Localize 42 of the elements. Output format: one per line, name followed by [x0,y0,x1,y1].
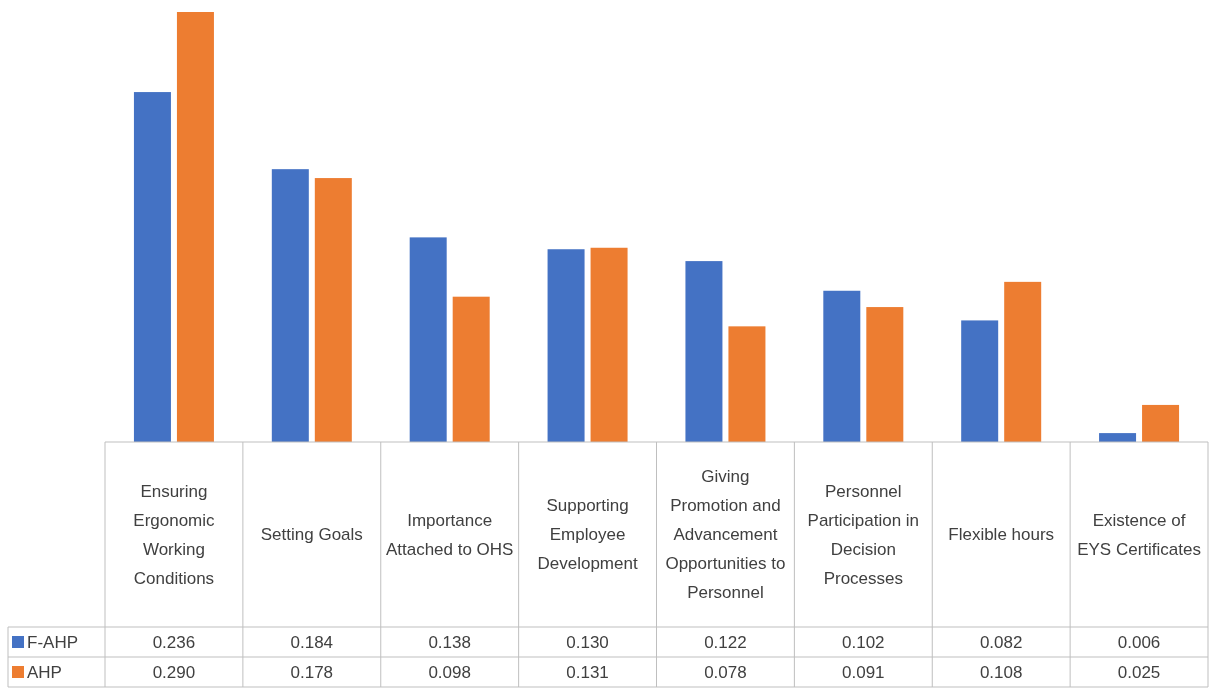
bar [1099,433,1137,442]
x-tick-label: Flexible hours [948,525,1055,545]
bar [133,92,171,442]
x-tick-label: Personnel Participation in Decision Processes [807,481,920,588]
data-label: 0.131 [566,662,609,682]
data-label: 0.082 [979,632,1023,652]
legend-label: F-AHP [27,632,78,652]
x-tick-label: Importance Attached to OHS [385,510,514,559]
data-label: 0.025 [1117,662,1161,682]
bar [590,247,628,442]
bar [1142,404,1180,442]
bar [271,169,309,442]
bar [866,307,904,442]
data-label: 0.006 [1117,632,1161,652]
data-label: 0.108 [979,662,1023,682]
data-label: 0.138 [428,632,471,652]
data-label: 0.098 [428,662,471,682]
data-label: 0.091 [842,662,885,682]
x-tick-label: Setting Goals [260,525,363,545]
bar [409,237,447,442]
bar [1004,281,1042,442]
data-label: 0.290 [152,662,196,682]
bar [961,320,999,442]
bar [452,296,490,442]
legend-label: AHP [27,662,62,682]
data-label: 0.130 [566,632,609,652]
bar [314,178,352,442]
bar [728,326,766,442]
data-label: 0.178 [290,662,334,682]
bar [176,12,214,442]
data-label: 0.122 [704,632,747,652]
x-tick-label: Supporting Employee Development [537,496,638,574]
x-tick-label: Existence of EYS Certificates [1077,510,1201,559]
data-label: 0.236 [152,632,196,652]
bar [823,290,861,442]
data-label: 0.078 [704,662,747,682]
x-tick-label: Giving Promotion and Advancement Opportunities to Personnel [665,467,786,603]
x-tick-label: Ensuring Ergonomic Working Conditions [133,481,216,588]
data-label: 0.102 [842,632,885,652]
bar [547,249,585,442]
bar [685,261,723,442]
data-label: 0.184 [290,632,334,652]
